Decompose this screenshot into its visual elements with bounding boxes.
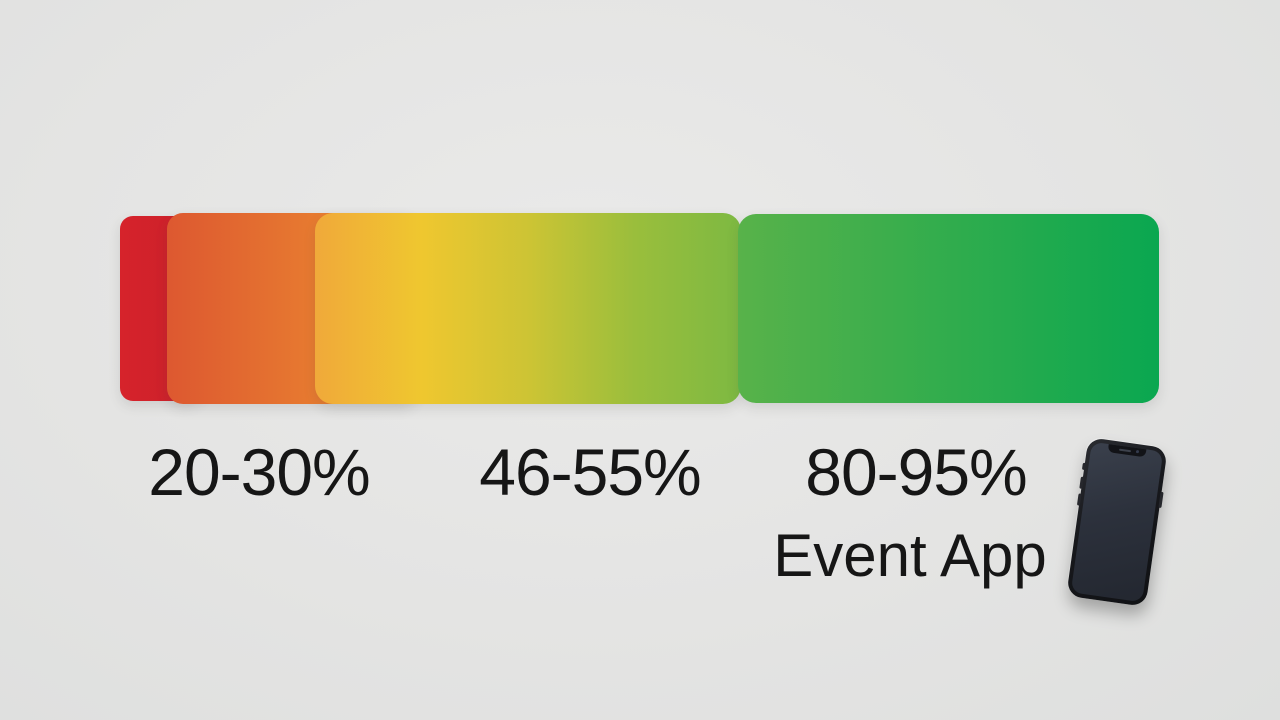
range-label-mid: 46-55% [479,435,701,509]
phone-volume-up-button [1079,476,1084,489]
scale-segment-yellow-to-green [315,213,741,404]
color-scale-bar [120,213,1159,404]
range-label-low: 20-30% [148,435,370,509]
phone-speaker-slot [1118,448,1132,453]
phone-mute-switch [1081,462,1086,471]
range-label-high: 80-95% [805,435,1027,509]
phone-volume-down-button [1076,493,1082,506]
scale-segment-green [738,214,1159,403]
phone-power-button [1158,491,1164,509]
caption-event-app: Event App [773,522,1047,589]
phone-camera-dot [1135,449,1140,454]
smartphone-image [1066,437,1168,607]
